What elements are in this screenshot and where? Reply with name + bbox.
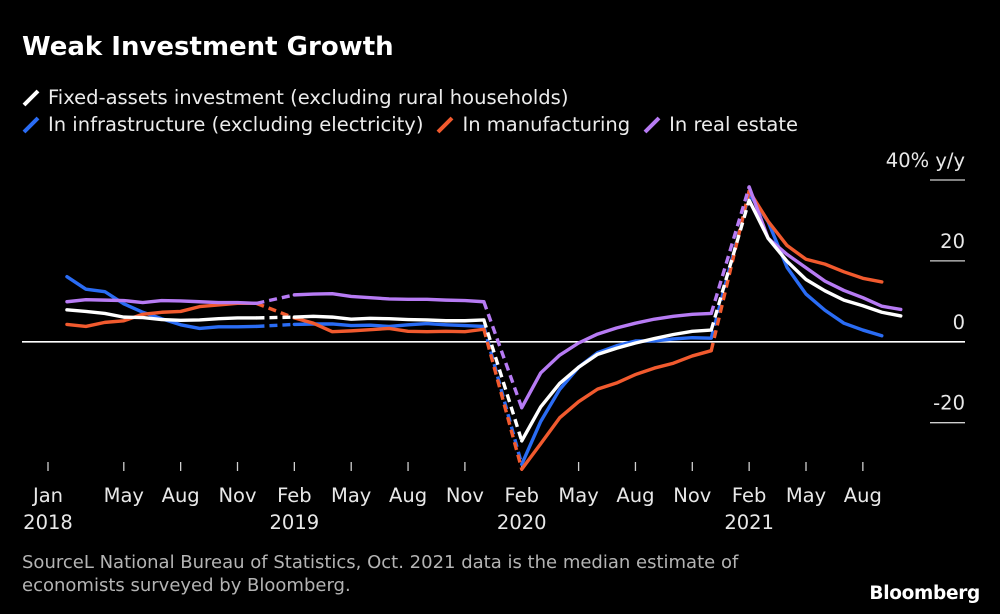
legend-swatch-line [437, 116, 454, 134]
legend-label-real-estate: In real estate [669, 113, 798, 136]
x-tick-label-year: 2020 [497, 511, 547, 534]
legend-swatch-manufacturing-icon [437, 116, 454, 134]
legend-swatch-real-estate-icon [643, 116, 661, 134]
y-axis: 40% y/y 20 0 -20 [22, 149, 965, 424]
x-tick-label-month: Nov [673, 484, 711, 507]
legend-swatch-line [22, 116, 40, 134]
legend-swatch-infrastructure-icon [22, 116, 40, 134]
legend-row-2: In infrastructure (excluding electricity… [22, 113, 811, 137]
series-line-fixed-assets [65, 198, 903, 443]
series-lines [65, 185, 903, 471]
y-tick-label: 0 [953, 311, 965, 334]
x-tick-label-year: 2019 [270, 511, 320, 534]
x-tick-label-month: Feb [277, 484, 312, 507]
x-tick-label-month: Feb [504, 484, 539, 507]
source-note: SourceL National Bureau of Statistics, O… [22, 551, 738, 597]
source-line-1: SourceL National Bureau of Statistics, O… [22, 552, 739, 573]
series-line-real-estate [65, 185, 903, 410]
x-tick-label-month: May [104, 484, 144, 507]
series-fixed-assets [65, 198, 903, 443]
x-tick-label-month: May [558, 484, 598, 507]
series-line-manufacturing [65, 189, 884, 471]
x-tick-label-month: Aug [844, 484, 882, 507]
x-tick-label-year: 2018 [23, 511, 73, 534]
x-tick-label-month: Jan [31, 484, 63, 507]
series-real-estate [65, 185, 903, 410]
source-line-2: economists surveyed by Bloomberg. [22, 575, 351, 596]
y-tick-label: 40% y/y [886, 149, 965, 172]
x-tick-label-month: Nov [446, 484, 484, 507]
legend-item-fixed-assets: Fixed-assets investment (excluding rural… [22, 86, 568, 110]
bloomberg-logo: Bloomberg [869, 583, 980, 604]
legend-swatch-line [643, 116, 661, 134]
legend-label-fixed-assets: Fixed-assets investment (excluding rural… [48, 86, 569, 109]
x-tick-label-month: Aug [616, 484, 654, 507]
legend-swatch-fixed-assets-icon [22, 89, 40, 107]
legend-item-infrastructure: In infrastructure (excluding electricity… [22, 113, 423, 137]
series-gap-line-manufacturing [255, 190, 751, 470]
x-tick-label-month: Aug [389, 484, 427, 507]
series-manufacturing [65, 189, 884, 471]
legend-label-manufacturing: In manufacturing [462, 113, 631, 136]
y-tick-label: -20 [933, 392, 965, 415]
chart-plot-area: 40% y/y 20 0 -20 Jan 2018 May Aug Nov Feb 2019 May A… [22, 149, 965, 534]
x-tick-label-month: May [786, 484, 826, 507]
legend-row-1: Fixed-assets investment (excluding rural… [22, 86, 581, 110]
x-tick-label-month: Nov [218, 484, 256, 507]
legend-swatch-line [22, 89, 40, 107]
series-gap-line-real-estate [256, 186, 751, 409]
series-gap-line-fixed-assets [256, 199, 751, 442]
y-tick-label: 20 [940, 230, 965, 253]
x-tick-label-month: Aug [162, 484, 200, 507]
legend-item-manufacturing: In manufacturing [436, 113, 630, 137]
legend-label-infrastructure: In infrastructure (excluding electricity… [48, 113, 424, 136]
x-axis: Jan 2018 May Aug Nov Feb 2019 May Aug Nov Feb 2020 M… [23, 462, 882, 534]
x-tick-label-month: May [331, 484, 371, 507]
chart-title: Weak Investment Growth [22, 32, 394, 62]
x-tick-label-year: 2021 [724, 511, 774, 534]
x-tick-label-month: Feb [732, 484, 767, 507]
legend-item-real-estate: In real estate [643, 113, 798, 137]
